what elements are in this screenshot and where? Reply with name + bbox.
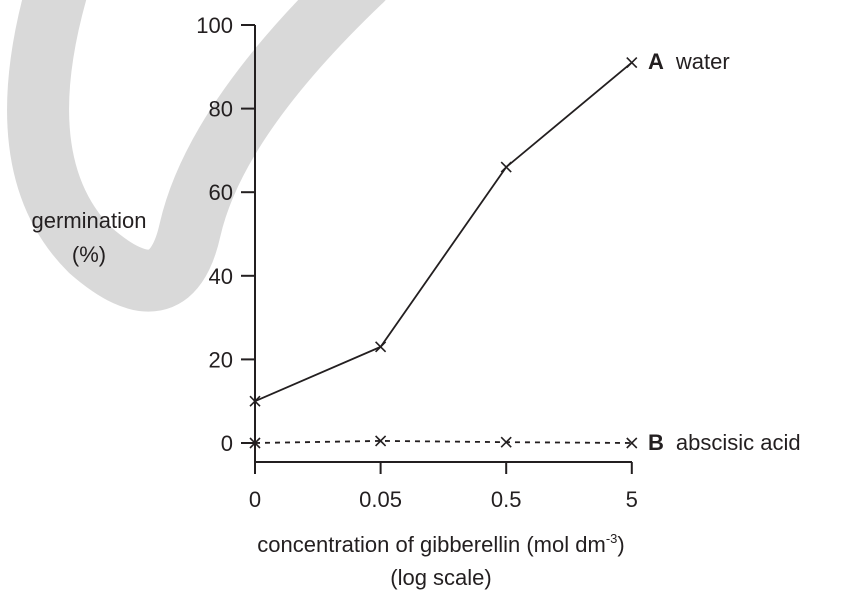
series-a-point — [249, 395, 261, 407]
series-a-name: water — [675, 49, 730, 74]
series-a-letter: A — [648, 49, 664, 74]
series-b-point — [500, 436, 512, 448]
x-axis-label: concentration of gibberellin (mol dm-3) — [257, 531, 624, 557]
x-tick-label: 0.05 — [359, 487, 402, 512]
series-a-point — [500, 161, 512, 173]
x-tick-label: 0.5 — [491, 487, 522, 512]
y-axis-ticks: 0 20 40 60 80 100 — [196, 13, 255, 456]
x-axis-label-main: concentration of gibberellin (mol dm — [257, 532, 606, 557]
series-b-point — [626, 437, 638, 449]
x-axis-ticks: 0 0.05 0.5 5 — [249, 462, 638, 512]
x-axis-label-line-2: (log scale) — [390, 565, 491, 590]
watermark-arc — [7, 0, 386, 312]
y-axis-label-line-2: (%) — [72, 242, 106, 267]
series-a-line — [254, 61, 633, 403]
series-b-letter: B — [648, 430, 664, 455]
y-tick-label: 80 — [209, 97, 233, 122]
series-b-line — [254, 440, 632, 444]
x-tick-label: 5 — [626, 487, 638, 512]
series-b-name: abscisic acid — [676, 430, 801, 455]
y-tick-label: 40 — [209, 264, 233, 289]
series-a-point — [375, 341, 387, 353]
series-b-point — [375, 435, 387, 447]
y-tick-label: 60 — [209, 180, 233, 205]
series-b-point — [249, 437, 261, 449]
y-tick-label: 0 — [221, 431, 233, 456]
y-tick-label: 20 — [209, 347, 233, 372]
y-tick-label: 100 — [196, 13, 233, 38]
series-a-point — [626, 57, 638, 69]
x-tick-label: 0 — [249, 487, 261, 512]
series-group — [249, 57, 638, 449]
y-axis-label-line-1: germination — [32, 208, 147, 233]
x-axis-label-superscript: -3 — [606, 531, 618, 546]
x-axis-label-close: ) — [617, 532, 624, 557]
